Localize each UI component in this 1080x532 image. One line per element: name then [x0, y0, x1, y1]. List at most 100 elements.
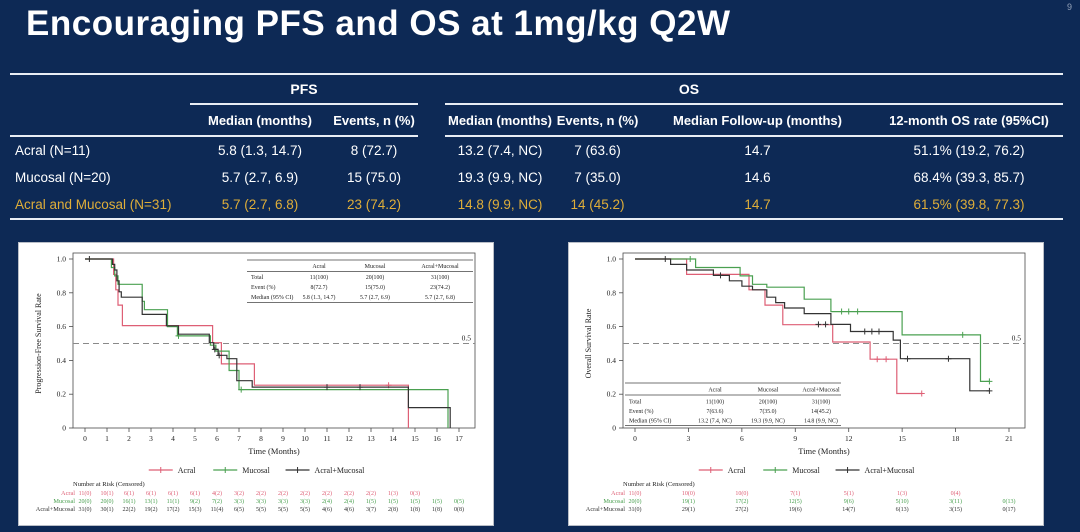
legend-label: Mucosal — [792, 466, 820, 475]
svg-text:Acral+Mucosal: Acral+Mucosal — [586, 506, 625, 513]
svg-text:1.0: 1.0 — [57, 255, 67, 264]
table-cell: 19.3 (9.9, NC) — [457, 170, 543, 185]
os-chart-panel: 0 0.2 0.4 0.6 0.8 1.0 Overall Survival Rate 0 3 6… — [568, 242, 1044, 526]
svg-text:14(45.2): 14(45.2) — [811, 408, 831, 415]
svg-text:6: 6 — [215, 434, 219, 443]
svg-text:Acral: Acral — [611, 490, 625, 497]
svg-text:15: 15 — [898, 434, 906, 443]
svg-text:31(0): 31(0) — [629, 506, 642, 513]
censor-mark — [861, 328, 868, 335]
svg-text:0.4: 0.4 — [607, 356, 617, 365]
column-header: Median (months) — [190, 105, 330, 137]
svg-text:27(2): 27(2) — [735, 506, 748, 513]
svg-text:11(1): 11(1) — [167, 498, 180, 505]
column-gap — [418, 105, 445, 135]
legend-label: Acral+Mucosal — [865, 466, 916, 475]
censor-mark — [838, 308, 845, 315]
svg-text:6: 6 — [740, 434, 744, 443]
column-gap — [418, 75, 445, 105]
svg-text:Acral: Acral — [312, 264, 326, 270]
svg-text:3(3): 3(3) — [256, 498, 266, 505]
svg-text:2(8): 2(8) — [388, 506, 398, 513]
svg-text:5(1): 5(1) — [844, 490, 854, 497]
svg-text:0(8): 0(8) — [454, 506, 464, 513]
svg-text:11(100): 11(100) — [310, 274, 328, 281]
svg-text:2: 2 — [127, 434, 131, 443]
svg-text:12: 12 — [345, 434, 353, 443]
x-axis-label: Time (Months) — [248, 446, 300, 456]
svg-text:0: 0 — [83, 434, 87, 443]
svg-text:2(4): 2(4) — [344, 498, 354, 505]
svg-text:15: 15 — [411, 434, 419, 443]
column-group-os: OS — [445, 75, 1063, 105]
svg-text:5: 5 — [193, 434, 197, 443]
censor-mark — [717, 272, 724, 279]
svg-text:20(100): 20(100) — [366, 274, 384, 281]
svg-text:3: 3 — [149, 434, 153, 443]
svg-text:Mucosal: Mucosal — [603, 498, 625, 505]
svg-text:20(0): 20(0) — [79, 498, 92, 505]
svg-text:2(2): 2(2) — [322, 490, 332, 497]
svg-text:11(4): 11(4) — [211, 506, 224, 513]
svg-text:5(10): 5(10) — [896, 498, 909, 505]
svg-text:Event (%): Event (%) — [251, 284, 276, 291]
svg-text:1(5): 1(5) — [388, 498, 398, 505]
svg-text:3(3): 3(3) — [278, 498, 288, 505]
svg-text:2(4): 2(4) — [322, 498, 332, 505]
svg-text:5.8 (1.3, 14.7): 5.8 (1.3, 14.7) — [303, 294, 336, 301]
svg-text:2(2): 2(2) — [278, 490, 288, 497]
svg-text:22(2): 22(2) — [123, 506, 136, 513]
summary-table: PFS OS Median (months) Events, n (%) Median … — [10, 73, 1063, 220]
svg-text:11: 11 — [323, 434, 330, 443]
legend-label: Acral — [178, 466, 197, 475]
svg-text:6(1): 6(1) — [190, 490, 200, 497]
table-cell: 14.7 — [744, 143, 771, 158]
svg-text:1(5): 1(5) — [432, 498, 442, 505]
pfs-chart-panel: 0 0.2 0.4 0.6 0.8 1.0 Progression-Free Surviva… — [18, 242, 494, 526]
legend-label: Mucosal — [242, 466, 270, 475]
table-cell: 51.1% (19.2, 76.2) — [913, 143, 1025, 158]
svg-text:0: 0 — [62, 424, 66, 433]
censor-mark — [883, 356, 890, 363]
svg-text:15(3): 15(3) — [189, 506, 202, 513]
svg-text:6(1): 6(1) — [168, 490, 178, 497]
svg-text:9(2): 9(2) — [190, 498, 200, 505]
svg-text:3(3): 3(3) — [300, 498, 310, 505]
svg-text:12(5): 12(5) — [789, 498, 802, 505]
legend-label: Acral — [728, 466, 747, 475]
svg-text:11(100): 11(100) — [706, 399, 724, 406]
page-number: 9 — [1066, 2, 1072, 12]
svg-text:30(1): 30(1) — [101, 506, 114, 513]
pfs-km-chart: 0 0.2 0.4 0.6 0.8 1.0 Progression-Free Surviva… — [34, 252, 476, 513]
censor-mark — [238, 386, 245, 393]
svg-text:21: 21 — [1005, 434, 1013, 443]
table-cell: 68.4% (39.3, 85.7) — [913, 170, 1025, 185]
svg-text:Mucosal: Mucosal — [53, 498, 75, 505]
svg-text:5.7 (2.7, 6.8): 5.7 (2.7, 6.8) — [425, 294, 455, 301]
censor-mark — [875, 328, 882, 335]
svg-text:Median (95% CI): Median (95% CI) — [629, 418, 671, 425]
svg-text:12: 12 — [845, 434, 853, 443]
censor-mark — [945, 355, 952, 362]
svg-text:16(1): 16(1) — [123, 498, 136, 505]
svg-text:5.7 (2.7, 6.9): 5.7 (2.7, 6.9) — [360, 294, 390, 301]
censor-mark — [822, 321, 829, 328]
svg-text:23(74.2): 23(74.2) — [430, 284, 450, 291]
svg-text:14.8 (9.9, NC): 14.8 (9.9, NC) — [804, 418, 838, 425]
column-gap — [418, 137, 445, 164]
table-cell: 14.8 (9.9, NC) — [457, 197, 543, 212]
svg-text:Total: Total — [629, 400, 642, 406]
svg-text:6(1): 6(1) — [124, 490, 134, 497]
svg-text:Acral: Acral — [708, 388, 722, 394]
os-km-chart: 0 0.2 0.4 0.6 0.8 1.0 Overall Survival Rate 0 3 6… — [584, 252, 1026, 513]
svg-text:31(0): 31(0) — [79, 506, 92, 513]
svg-text:3(3): 3(3) — [234, 498, 244, 505]
km-curve-Mucosal — [85, 258, 449, 428]
risk-table-title: Number at Risk (Censored) — [623, 481, 695, 488]
x-axis-label: Time (Months) — [798, 446, 850, 456]
svg-text:19(2): 19(2) — [145, 506, 158, 513]
column-gap — [418, 164, 445, 191]
svg-text:0.4: 0.4 — [57, 356, 67, 365]
svg-text:4(6): 4(6) — [322, 506, 332, 513]
